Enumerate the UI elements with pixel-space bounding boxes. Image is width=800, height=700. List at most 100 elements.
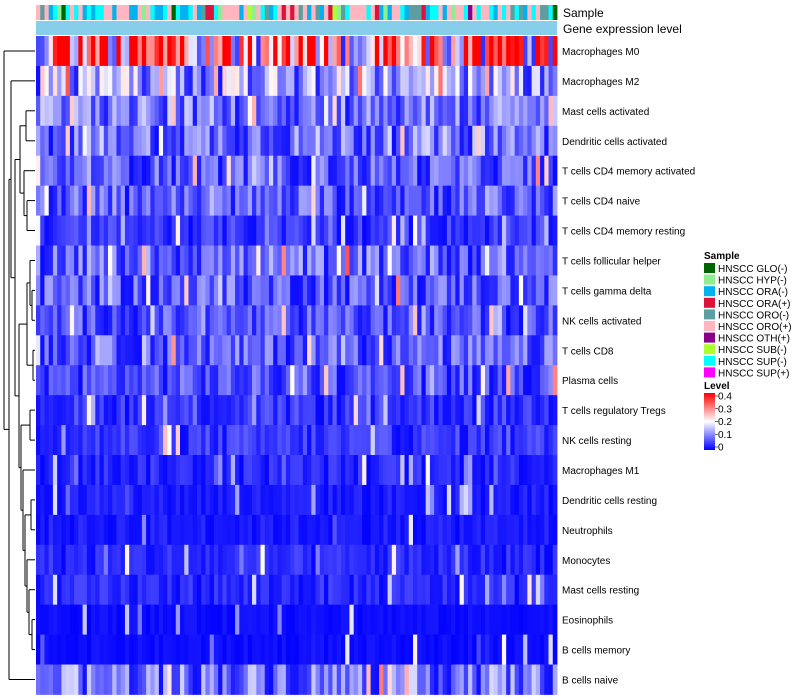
heatmap-cell: [129, 514, 134, 546]
heatmap-cell: [69, 544, 75, 576]
heatmap-cell: [442, 604, 448, 635]
heatmap-cell: [531, 155, 537, 187]
heatmap-cell: [252, 425, 257, 456]
heatmap-cell: [268, 664, 274, 695]
heatmap-cell: [285, 36, 291, 67]
heatmap-cell: [154, 335, 160, 366]
sample-annotation-cell: [383, 5, 388, 20]
heatmap-cell: [518, 395, 524, 426]
heatmap-cell: [91, 36, 96, 67]
heatmap-cell: [48, 574, 54, 606]
heatmap-cell: [540, 36, 545, 67]
heatmap-cell: [175, 185, 181, 216]
heatmap-cell: [408, 65, 414, 97]
heatmap-cell: [256, 185, 261, 216]
heatmap-cell: [387, 544, 393, 576]
heatmap-cell: [290, 395, 295, 426]
heatmap-cell: [268, 215, 274, 246]
heatmap-cell: [298, 185, 304, 216]
row-label: Dendritic cells resting: [562, 496, 657, 507]
heatmap-cell: [116, 574, 122, 606]
heatmap-cell: [158, 634, 164, 665]
heatmap-cell: [252, 395, 257, 426]
heatmap-cell: [252, 514, 257, 546]
heatmap-cell: [374, 215, 380, 246]
heatmap-cell: [434, 395, 439, 426]
heatmap-cell: [196, 245, 202, 276]
heatmap-cell: [281, 604, 287, 635]
heatmap-cell: [489, 65, 494, 97]
heatmap-cell: [340, 65, 346, 97]
heatmap-cell: [311, 425, 316, 456]
heatmap-cell: [357, 305, 363, 336]
heatmap-cell: [268, 275, 274, 306]
heatmap-cell: [82, 245, 88, 276]
heatmap-cell: [438, 395, 444, 426]
heatmap-cell: [455, 455, 460, 486]
heatmap-cell: [523, 455, 528, 486]
heatmap-cell: [387, 65, 393, 97]
heatmap-cell: [167, 664, 172, 695]
heatmap-cell: [425, 95, 431, 127]
heatmap-cell: [451, 634, 456, 665]
heatmap-cell: [95, 365, 100, 396]
heatmap-cell: [523, 245, 528, 276]
heatmap-cell: [108, 305, 113, 336]
heatmap-cell: [548, 425, 554, 456]
heatmap-cell: [531, 574, 537, 606]
heatmap-cell: [472, 395, 477, 426]
heatmap-cell: [379, 65, 384, 97]
heatmap-cell: [459, 275, 465, 306]
row-label: Eosinophils: [562, 616, 613, 627]
heatmap-cell: [518, 155, 524, 187]
heatmap-cell: [74, 484, 79, 516]
heatmap-cell: [311, 574, 316, 606]
heatmap-cell: [196, 335, 202, 366]
heatmap-cell: [285, 365, 291, 396]
heatmap-cell: [357, 484, 363, 516]
heatmap-cell: [324, 574, 329, 606]
heatmap-cell: [281, 544, 287, 576]
heatmap-cell: [65, 185, 71, 216]
heatmap-cell: [298, 514, 304, 546]
heatmap-cell: [345, 155, 350, 187]
heatmap-cell: [116, 634, 122, 665]
heatmap-cell: [400, 36, 405, 67]
heatmap-cell: [535, 335, 541, 366]
heatmap-cell: [82, 544, 88, 576]
heatmap-cell: [387, 335, 393, 366]
heatmap-cell: [235, 634, 240, 665]
heatmap-cell: [497, 634, 503, 665]
heatmap-cell: [408, 395, 414, 426]
sample-annotation-cell: [124, 5, 130, 20]
heatmap-cell: [383, 425, 388, 456]
heatmap-cell: [442, 125, 448, 157]
heatmap-cell: [434, 484, 439, 516]
heatmap-cell: [370, 245, 376, 276]
sample-annotation-cell: [230, 5, 236, 20]
heatmap-cell: [294, 574, 300, 606]
heatmap-cell: [48, 245, 54, 276]
sample-annotation-cell: [129, 5, 134, 20]
heatmap-cell: [129, 275, 134, 306]
heatmap-cell: [540, 65, 545, 97]
heatmap-cell: [349, 155, 355, 187]
heatmap-cell: [167, 245, 172, 276]
heatmap-cell: [150, 365, 156, 396]
heatmap-cell: [374, 95, 380, 127]
heatmap-cell: [484, 395, 490, 426]
heatmap-cell: [154, 155, 160, 187]
heatmap-cell: [429, 634, 435, 665]
heatmap-cell: [116, 395, 122, 426]
heatmap-cell: [222, 95, 228, 127]
heatmap-cell: [357, 395, 363, 426]
heatmap-cell: [230, 335, 236, 366]
heatmap-cell: [95, 155, 100, 187]
heatmap-cell: [501, 95, 507, 127]
heatmap-cell: [247, 634, 253, 665]
heatmap-cell: [209, 574, 215, 606]
heatmap-cell: [379, 185, 384, 216]
heatmap-cell: [484, 245, 490, 276]
heatmap-cell: [544, 65, 549, 97]
heatmap-cell: [180, 65, 185, 97]
